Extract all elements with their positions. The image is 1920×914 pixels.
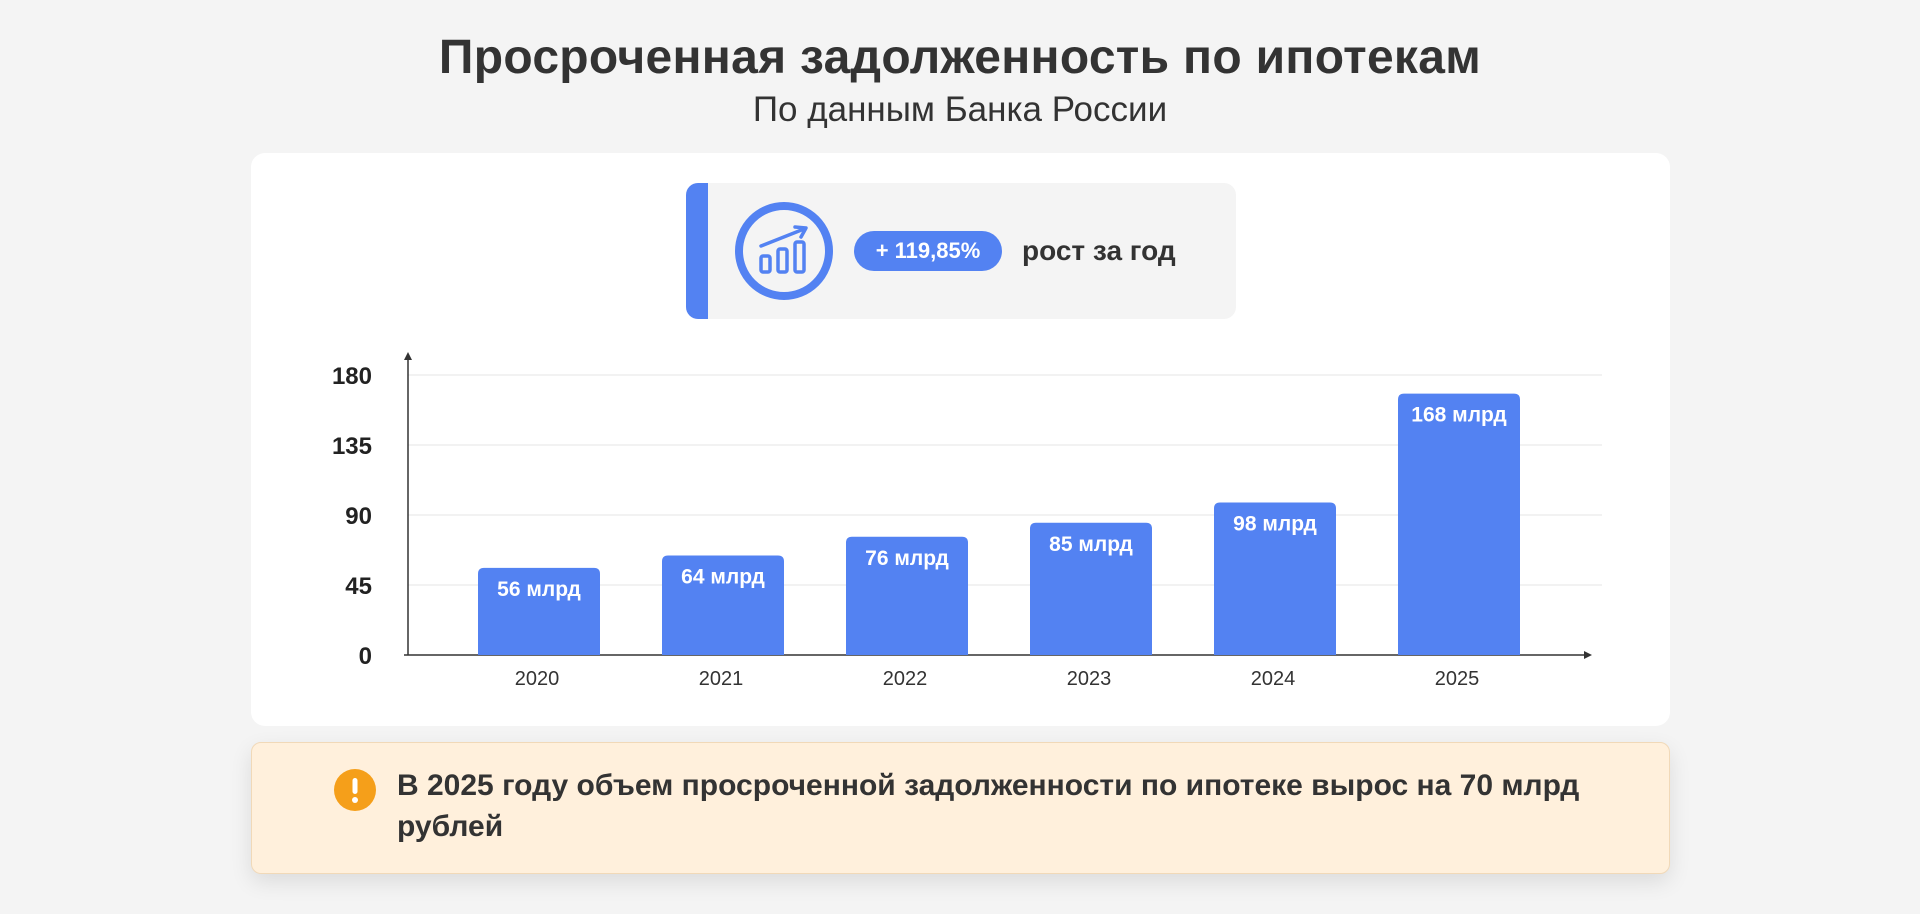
growth-chart-icon (735, 202, 833, 300)
stat-accent-stripe (686, 183, 708, 319)
x-tick-label: 2020 (515, 668, 560, 690)
bar-2020 (478, 567, 600, 655)
bar-value-label: 85 млрд (1049, 533, 1133, 556)
y-tick-label: 45 (345, 573, 372, 600)
y-tick-label: 180 (332, 363, 372, 390)
y-tick-label: 135 (332, 433, 372, 460)
bar-2025 (1398, 393, 1520, 655)
bar-value-label: 64 млрд (681, 565, 765, 588)
info-note: В 2025 году объем просроченной задолженн… (251, 742, 1670, 874)
x-tick-label: 2021 (699, 668, 744, 690)
growth-caption: рост за год (1022, 235, 1176, 266)
growth-percent-badge: + 119,85% (854, 231, 1002, 271)
bar-value-label: 168 млрд (1411, 404, 1506, 427)
bar-value-label: 98 млрд (1233, 513, 1317, 536)
page-subtitle: По данным Банка России (752, 90, 1168, 129)
bar-2022 (846, 536, 968, 655)
page-title: Просроченная задолженность по ипотекам (438, 31, 1482, 84)
bar-2021 (662, 555, 784, 655)
y-tick-label: 0 (359, 643, 372, 670)
warning-icon (334, 769, 376, 811)
bar-value-label: 76 млрд (865, 547, 949, 570)
bar-2023 (1030, 522, 1152, 655)
x-tick-label: 2023 (1067, 668, 1112, 690)
x-tick-label: 2024 (1251, 668, 1296, 690)
bar-2024 (1214, 502, 1336, 655)
x-tick-label: 2025 (1435, 668, 1480, 690)
x-axis-arrow (1584, 651, 1592, 659)
y-axis-arrow (404, 352, 412, 360)
growth-stat-panel: + 119,85% рост за год (686, 183, 1236, 319)
y-tick-label: 90 (345, 503, 372, 530)
bar-chart: 0 45 90 135 180 56 млрд 2020 64 млрд 2021 76 млрд… (332, 352, 1602, 690)
bar-value-label: 56 млрд (497, 578, 581, 601)
x-tick-label: 2022 (883, 668, 928, 690)
note-text: В 2025 году объем просроченной задолженн… (397, 769, 1580, 843)
